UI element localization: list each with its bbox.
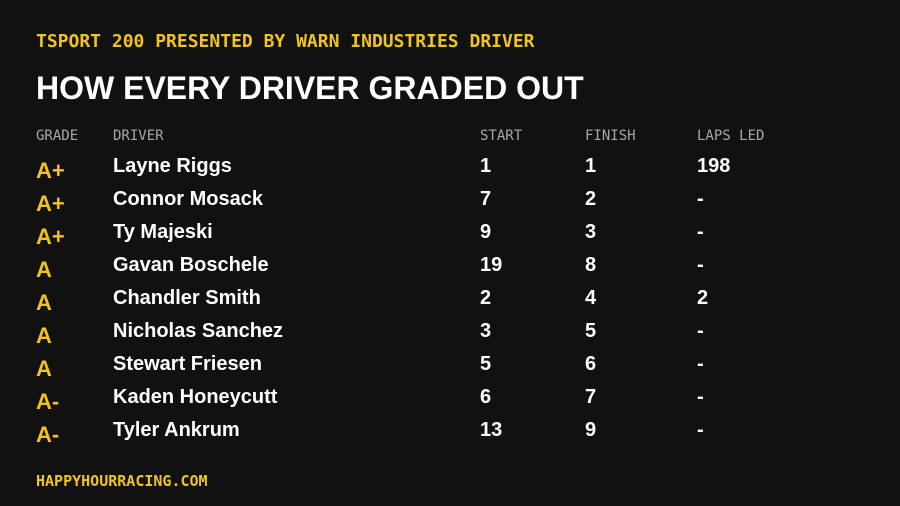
finish-cell: 8 [585, 254, 597, 276]
laps-led-cell: - [697, 188, 704, 210]
grade-cell: A [36, 257, 52, 282]
grade-cell: A+ [36, 191, 65, 216]
finish-cell: 3 [585, 221, 597, 243]
start-cell: 1 [480, 155, 492, 177]
driver-cell: Nicholas Sanchez [113, 320, 284, 342]
laps-led-cell: - [697, 254, 704, 276]
grade-cell: A- [36, 389, 60, 414]
start-cell: 19 [480, 254, 503, 276]
driver-cell: Ty Majeski [113, 221, 213, 243]
start-cell: 5 [480, 353, 492, 375]
grade-cell: A [36, 356, 52, 381]
start-cell: 13 [480, 419, 503, 441]
finish-cell: 7 [585, 386, 597, 408]
driver-cell: Tyler Ankrum [113, 419, 240, 441]
footer-site: HAPPYHOURRACING.COM [36, 472, 208, 490]
grade-cell: A- [36, 422, 60, 447]
grade-cell: A+ [36, 158, 65, 183]
grade-cell: A [36, 323, 52, 348]
start-cell: 2 [480, 287, 492, 309]
grade-cell: A [36, 290, 52, 315]
finish-cell: 9 [585, 419, 597, 441]
laps-led-cell: 198 [697, 155, 731, 177]
driver-cell: Gavan Boschele [113, 254, 269, 276]
laps-led-cell: 2 [697, 287, 709, 309]
laps-led-cell: - [697, 221, 704, 243]
driver-cell: Connor Mosack [113, 188, 264, 210]
start-cell: 6 [480, 386, 492, 408]
grade-cell: A+ [36, 224, 65, 249]
start-cell: 3 [480, 320, 492, 342]
finish-cell: 6 [585, 353, 597, 375]
driver-cell: Stewart Friesen [113, 353, 262, 375]
laps-led-cell: - [697, 353, 704, 375]
laps-led-cell: - [697, 320, 704, 342]
column-header: START [480, 128, 523, 144]
column-header: LAPS LED [697, 128, 765, 144]
finish-cell: 5 [585, 320, 597, 342]
laps-led-cell: - [697, 419, 704, 441]
start-cell: 9 [480, 221, 492, 243]
driver-cell: Layne Riggs [113, 155, 232, 177]
finish-cell: 2 [585, 188, 597, 210]
start-cell: 7 [480, 188, 492, 210]
driver-cell: Kaden Honeycutt [113, 386, 278, 408]
subtitle: TSPORT 200 PRESENTED BY WARN INDUSTRIES … [36, 31, 535, 52]
finish-cell: 4 [585, 287, 597, 309]
column-header: GRADE [36, 128, 79, 144]
laps-led-cell: - [697, 386, 704, 408]
column-header: FINISH [585, 128, 636, 144]
driver-cell: Chandler Smith [113, 287, 261, 309]
column-header: DRIVER [113, 128, 164, 144]
title: HOW EVERY DRIVER GRADED OUT [36, 70, 584, 106]
finish-cell: 1 [585, 155, 597, 177]
